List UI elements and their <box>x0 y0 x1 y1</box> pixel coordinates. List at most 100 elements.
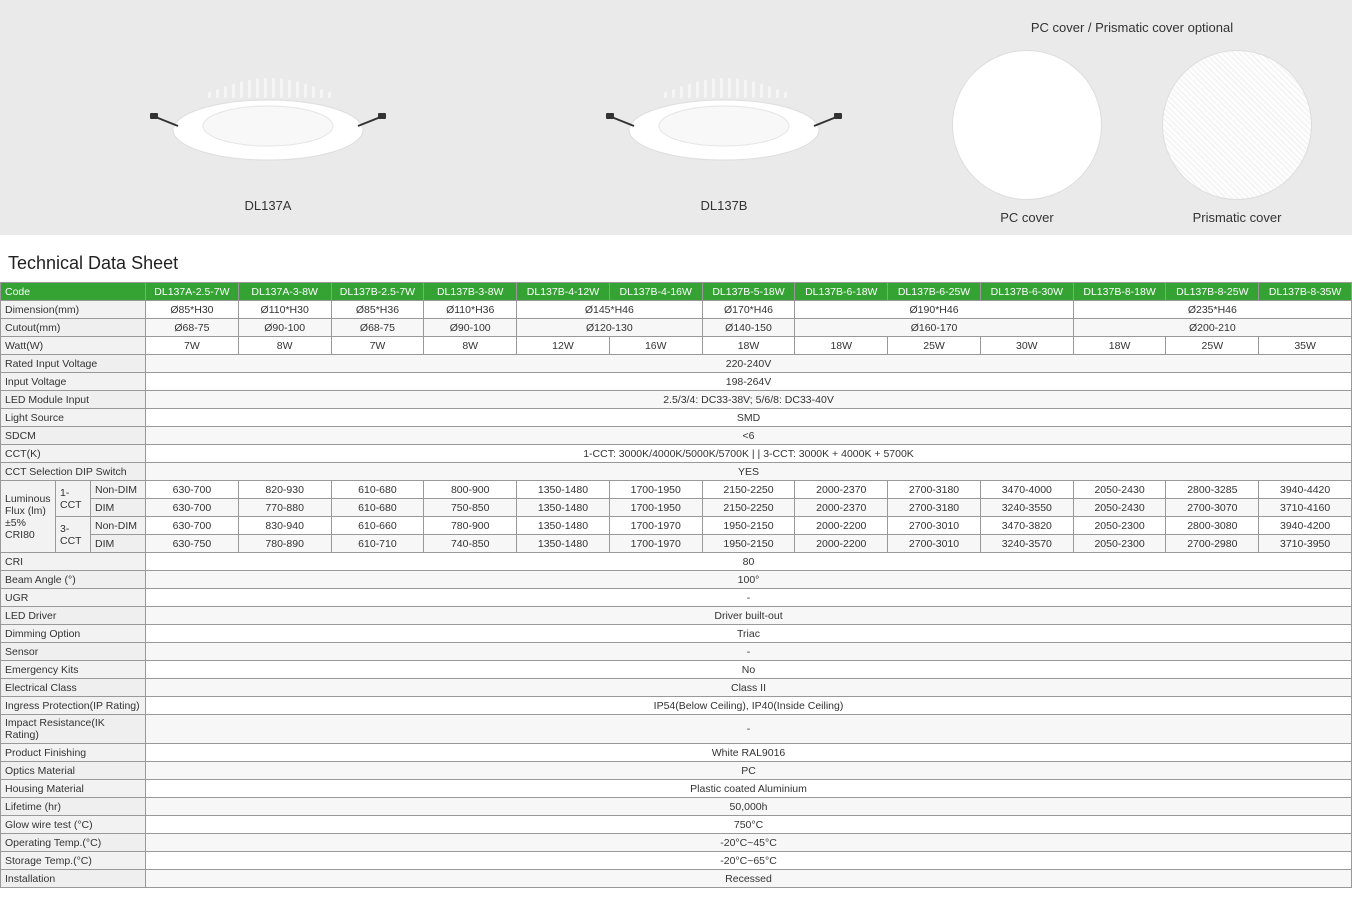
row-label: Dimension(mm) <box>1 301 146 319</box>
spec-cell: Recessed <box>146 870 1352 888</box>
spec-cell: Ø85*H36 <box>331 301 424 319</box>
flux-row: 3-CCTNon-DIM630-700830-940610-660780-900… <box>1 517 1352 535</box>
row-label: Glow wire test (°C) <box>1 816 146 834</box>
covers-title: PC cover / Prismatic cover optional <box>1031 20 1233 35</box>
flux-cell: 1700-1970 <box>609 535 702 553</box>
flux-cell: 2000-2200 <box>795 517 888 535</box>
flux-cell: 1350-1480 <box>517 499 610 517</box>
spec-cell: Ø190*H46 <box>795 301 1073 319</box>
row-label: Beam Angle (°) <box>1 571 146 589</box>
flux-cell: 3940-4420 <box>1259 481 1352 499</box>
spec-cell: Ø110*H30 <box>238 301 331 319</box>
flux-cell: 780-890 <box>238 535 331 553</box>
spec-row: Housing MaterialPlastic coated Aluminium <box>1 780 1352 798</box>
row-label: UGR <box>1 589 146 607</box>
code-cell: DL137B-8-35W <box>1259 283 1352 301</box>
spec-row: UGR- <box>1 589 1352 607</box>
flux-cell: 2050-2430 <box>1073 499 1166 517</box>
flux-mode: Non-DIM <box>91 517 146 535</box>
flux-cell: 610-680 <box>331 499 424 517</box>
flux-cell: 3470-3820 <box>980 517 1073 535</box>
flux-cell: 830-940 <box>238 517 331 535</box>
spec-cell: 25W <box>1166 337 1259 355</box>
spec-row: Lifetime (hr)50,000h <box>1 798 1352 816</box>
flux-cell: 2050-2300 <box>1073 535 1166 553</box>
flux-row: Luminous Flux (lm)±5% CRI801-CCTNon-DIM6… <box>1 481 1352 499</box>
spec-cell: 2.5/3/4: DC33-38V; 5/6/8: DC33-40V <box>146 391 1352 409</box>
cover-circle <box>1162 50 1312 200</box>
spec-cell: 30W <box>980 337 1073 355</box>
row-label: Storage Temp.(°C) <box>1 852 146 870</box>
flux-cell: 2800-3080 <box>1166 517 1259 535</box>
flux-cell: 740-850 <box>424 535 517 553</box>
spec-cell: -20°C~45°C <box>146 834 1352 852</box>
spec-cell: Triac <box>146 625 1352 643</box>
spec-cell: 8W <box>424 337 517 355</box>
flux-cell: 2050-2430 <box>1073 481 1166 499</box>
spec-row: Dimming OptionTriac <box>1 625 1352 643</box>
row-label: Housing Material <box>1 780 146 798</box>
flux-cell: 2000-2370 <box>795 481 888 499</box>
flux-cell: 1950-2150 <box>702 517 795 535</box>
flux-cell: 630-700 <box>146 481 239 499</box>
spec-row: Operating Temp.(°C)-20°C~45°C <box>1 834 1352 852</box>
row-label: Dimming Option <box>1 625 146 643</box>
spec-row: Electrical ClassClass II <box>1 679 1352 697</box>
flux-cell: 750-850 <box>424 499 517 517</box>
spec-row: Dimension(mm)Ø85*H30Ø110*H30Ø85*H36Ø110*… <box>1 301 1352 319</box>
row-label: CCT Selection DIP Switch <box>1 463 146 481</box>
row-label: Emergency Kits <box>1 661 146 679</box>
row-label: Rated Input Voltage <box>1 355 146 373</box>
flux-cell: 3710-3950 <box>1259 535 1352 553</box>
code-cell: DL137A-2.5-7W <box>146 283 239 301</box>
flux-cell: 2000-2370 <box>795 499 888 517</box>
row-label: CCT(K) <box>1 445 146 463</box>
hero-section: DL137A DL137B PC cover / Prismatic cover… <box>0 0 1352 235</box>
product-label: DL137B <box>701 198 748 213</box>
flux-cell: 610-680 <box>331 481 424 499</box>
code-cell: DL137A-3-8W <box>238 283 331 301</box>
row-label: Product Finishing <box>1 744 146 762</box>
flux-row: DIM630-750780-890610-710740-8501350-1480… <box>1 535 1352 553</box>
product-label: DL137A <box>245 198 292 213</box>
flux-mode: DIM <box>91 535 146 553</box>
code-cell: DL137B-2.5-7W <box>331 283 424 301</box>
spec-cell: Driver built-out <box>146 607 1352 625</box>
spec-row: SDCM<6 <box>1 427 1352 445</box>
code-cell: DL137B-6-30W <box>980 283 1073 301</box>
flux-mode: Non-DIM <box>91 481 146 499</box>
products-row: DL137A DL137B <box>40 20 952 213</box>
code-cell: DL137B-4-12W <box>517 283 610 301</box>
cover-label: Prismatic cover <box>1193 210 1282 225</box>
spec-cell: Ø120-130 <box>517 319 703 337</box>
spec-row: Input Voltage198-264V <box>1 373 1352 391</box>
spec-row: CRI80 <box>1 553 1352 571</box>
spec-cell: -20°C~65°C <box>146 852 1352 870</box>
flux-cell: 820-930 <box>238 481 331 499</box>
row-label: Light Source <box>1 409 146 427</box>
code-cell: DL137B-6-18W <box>795 283 888 301</box>
row-label: SDCM <box>1 427 146 445</box>
spec-cell: 198-264V <box>146 373 1352 391</box>
spec-cell: 80 <box>146 553 1352 571</box>
spec-row: Glow wire test (°C)750°C <box>1 816 1352 834</box>
spec-cell: 7W <box>331 337 424 355</box>
code-header: Code <box>1 283 146 301</box>
code-cell: DL137B-5-18W <box>702 283 795 301</box>
flux-cell: 2700-3010 <box>888 517 981 535</box>
flux-cell: 2150-2250 <box>702 499 795 517</box>
spec-cell: 1-CCT: 3000K/4000K/5000K/5700K | | 3-CCT… <box>146 445 1352 463</box>
flux-cell: 2150-2250 <box>702 481 795 499</box>
row-label: LED Driver <box>1 607 146 625</box>
spec-cell: 8W <box>238 337 331 355</box>
spec-row: Storage Temp.(°C)-20°C~65°C <box>1 852 1352 870</box>
flux-cell: 2700-3010 <box>888 535 981 553</box>
code-cell: DL137B-8-25W <box>1166 283 1259 301</box>
flux-row: DIM630-700770-880610-680750-8501350-1480… <box>1 499 1352 517</box>
flux-cell: 3710-4160 <box>1259 499 1352 517</box>
spec-cell: Ø160-170 <box>795 319 1073 337</box>
flux-cell: 2700-3180 <box>888 499 981 517</box>
flux-cell: 1950-2150 <box>702 535 795 553</box>
flux-cell: 610-710 <box>331 535 424 553</box>
flux-cell: 3240-3550 <box>980 499 1073 517</box>
